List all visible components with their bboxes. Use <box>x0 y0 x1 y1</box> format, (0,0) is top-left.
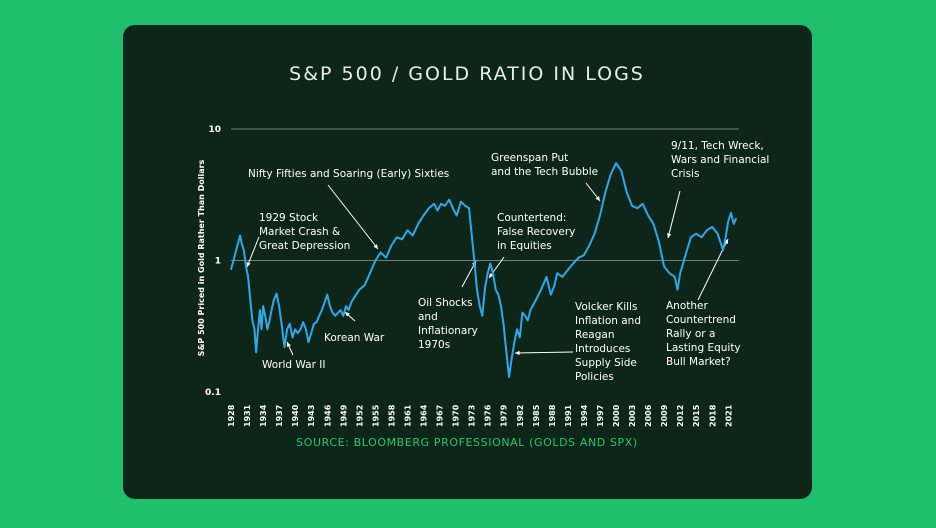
annotation-label: Oil Shocks and Inflationary 1970s <box>418 297 478 351</box>
annotation-line: 9/11, Tech Wreck, <box>671 140 764 152</box>
annotation-line: 1970s <box>418 339 450 351</box>
annotation-line: Reagan <box>575 329 614 341</box>
x-tick-label: 1931 <box>243 404 252 427</box>
annotation-line: Countertrend <box>666 314 736 326</box>
annotation-label: Countertend: False Recovery in Equities <box>497 212 575 252</box>
y-axis-ticks: 10 1 0.1 <box>205 125 221 398</box>
x-tick-label: 1958 <box>387 404 396 427</box>
annotation-line: Wars and Financial <box>671 154 769 166</box>
annotation-label: 1929 Stock Market Crash & Great Depression <box>259 212 350 252</box>
annotation-arrow <box>246 236 260 268</box>
chart-title: S&P 500 / GOLD RATIO IN LOGS <box>289 63 645 85</box>
annotation-label: Korean War <box>324 332 385 344</box>
x-tick-label: 1988 <box>548 404 557 427</box>
x-tick-label: 1982 <box>516 405 525 427</box>
x-axis-ticks: 1928 1931 1934 1937 1940 1943 1946 1949 1952 1955… <box>227 404 733 427</box>
annotation-line: Volcker Kills <box>575 301 637 313</box>
annotation-line: Bull Market? <box>666 356 731 368</box>
annotation-line: in Equities <box>497 240 552 252</box>
annotation-arrow <box>514 351 574 354</box>
x-tick-label: 2009 <box>660 404 669 427</box>
x-tick-label: 1979 <box>500 404 509 427</box>
annotation-line: Introduces <box>575 343 630 355</box>
x-tick-label: 1991 <box>564 404 573 427</box>
x-tick-label: 1997 <box>596 405 605 427</box>
annotation-line: False Recovery <box>497 226 575 238</box>
annotations: 1929 Stock Market Crash & Great Depression… <box>248 140 769 383</box>
y-tick-label: 1 <box>215 257 221 267</box>
arrow-head <box>246 262 251 267</box>
x-tick-label: 1985 <box>532 404 541 427</box>
annotation-line: and <box>418 311 438 323</box>
annotation-line: Inflation and <box>575 315 641 327</box>
x-tick-label: 1943 <box>307 405 316 427</box>
x-tick-label: 1955 <box>371 404 380 427</box>
annotation-line: Countertend: <box>497 212 566 224</box>
arrow-head <box>515 350 520 356</box>
x-tick-label: 2000 <box>612 404 621 427</box>
x-tick-label: 2021 <box>724 404 733 427</box>
annotation-line: Greenspan Put <box>491 152 568 164</box>
arrow-head <box>667 233 672 238</box>
arrow-head <box>724 239 728 244</box>
x-tick-label: 2018 <box>708 404 717 427</box>
x-tick-label: 1946 <box>323 404 332 427</box>
annotation-line: Rally or a <box>666 328 715 340</box>
x-tick-label: 1964 <box>420 404 429 427</box>
annotation-label: Greenspan Put and the Tech Bubble <box>491 152 598 178</box>
y-tick-label: 10 <box>208 125 221 135</box>
x-tick-label: 2003 <box>628 405 637 427</box>
annotation-line: and the Tech Bubble <box>491 166 598 178</box>
y-tick-label: 0.1 <box>205 388 221 398</box>
annotation-line: Policies <box>575 371 614 383</box>
x-tick-label: 1967 <box>436 405 445 427</box>
x-tick-label: 2006 <box>644 404 653 427</box>
series-line <box>230 162 738 378</box>
annotation-line: Nifty Fifties and Soaring (Early) Sixtie… <box>248 168 449 180</box>
x-tick-label: 1928 <box>227 404 236 427</box>
gridlines <box>231 128 739 261</box>
x-tick-label: 1952 <box>355 405 364 427</box>
x-tick-label: 2015 <box>692 404 701 427</box>
x-tick-label: 1949 <box>339 404 348 427</box>
x-tick-label: 1994 <box>580 404 589 427</box>
annotation-arrow <box>327 184 379 250</box>
annotation-arrow <box>461 260 477 288</box>
x-tick-label: 1976 <box>484 404 493 427</box>
annotation-line: Crisis <box>671 168 699 180</box>
annotation-line: Another <box>666 300 708 312</box>
annotation-label: World War II <box>262 359 325 371</box>
x-tick-label: 1961 <box>403 404 412 427</box>
annotation-label: Another Countertrend Rally or a Lasting Equ… <box>666 300 741 368</box>
x-tick-label: 1937 <box>275 405 284 427</box>
annotation-arrow <box>667 190 681 239</box>
annotation-line: 1929 Stock <box>259 212 319 224</box>
annotation-line: World War II <box>262 359 325 371</box>
x-tick-label: 1934 <box>259 404 268 427</box>
arrow-head <box>373 244 378 249</box>
annotation-label: Nifty Fifties and Soaring (Early) Sixtie… <box>248 168 449 180</box>
arrow-head <box>595 196 600 201</box>
arrow-head <box>489 273 494 278</box>
x-tick-label: 2012 <box>676 405 685 427</box>
annotation-label: Volcker Kills Inflation and Reagan Introduc… <box>575 301 641 383</box>
annotation-line: Supply Side <box>575 357 637 369</box>
annotation-line: Market Crash & <box>259 226 340 238</box>
chart-card: S&P 500 / GOLD RATIO IN LOGS 10 1 0.1 1928… <box>123 25 812 499</box>
arrow-head <box>345 312 350 317</box>
x-tick-label: 1973 <box>468 405 477 427</box>
x-tick-label: 1940 <box>291 404 300 427</box>
annotation-line: Great Depression <box>259 240 350 252</box>
annotation-line: Lasting Equity <box>666 342 741 354</box>
arrow-head <box>286 342 291 347</box>
y-axis-label: S&P 500 Priced in Gold Rather Than Dolla… <box>197 159 206 356</box>
annotation-arrows <box>246 182 729 356</box>
chart: S&P 500 / GOLD RATIO IN LOGS 10 1 0.1 1928… <box>197 63 769 449</box>
annotation-label: 9/11, Tech Wreck, Wars and Financial Crisi… <box>671 140 769 180</box>
chart-source: SOURCE: BLOOMBERG PROFESSIONAL (GOLDS AN… <box>296 436 638 449</box>
x-tick-label: 1970 <box>452 404 461 427</box>
annotation-line: Inflationary <box>418 325 478 337</box>
annotation-line: Korean War <box>324 332 385 344</box>
annotation-line: Oil Shocks <box>418 297 473 309</box>
